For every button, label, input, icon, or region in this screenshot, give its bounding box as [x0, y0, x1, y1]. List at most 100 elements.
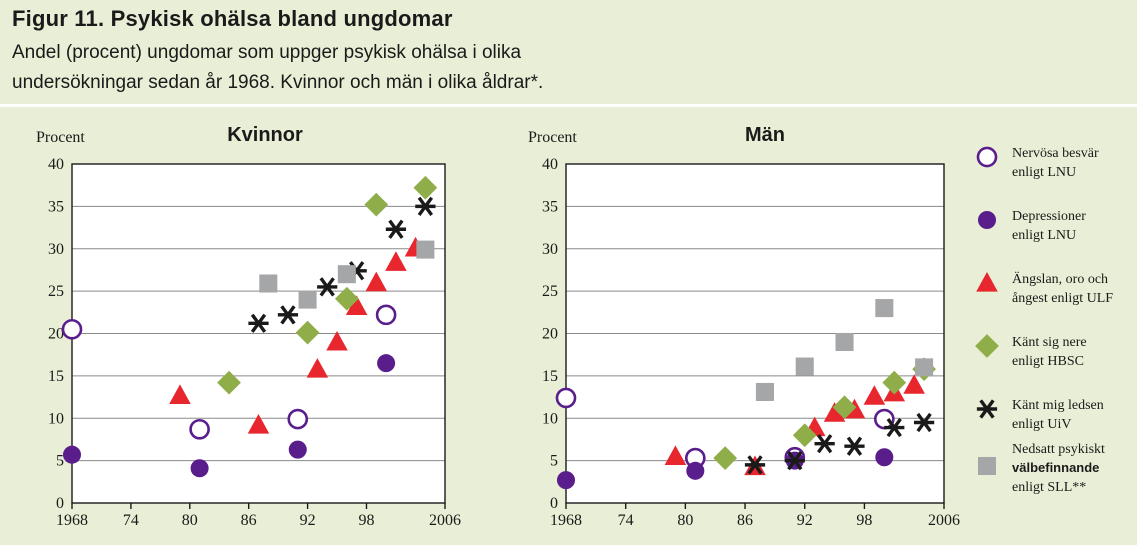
legend-label: Känt sig nere — [1012, 335, 1087, 350]
x-tick-label: 1968 — [56, 512, 88, 529]
y-tick-label: 40 — [542, 156, 558, 173]
legend-label: enligt LNU — [1012, 165, 1076, 180]
data-point-square — [835, 332, 854, 351]
legend-item: Ängslan, oro och ångest enligt ULF — [976, 270, 1113, 306]
y-tick-label: 20 — [542, 326, 558, 343]
data-point-diamond — [832, 395, 857, 420]
data-point-diamond — [334, 286, 359, 311]
legend-item: Nervösa besvär enligt LNU — [976, 146, 1099, 180]
legend-marker-triangle — [976, 272, 998, 292]
y-tick-label: 0 — [550, 495, 558, 512]
data-point-triangle — [345, 295, 368, 315]
data-point-filled-circle — [556, 471, 576, 490]
y-tick-label: 25 — [542, 283, 558, 300]
header-divider — [0, 104, 1137, 107]
series-asterisk — [744, 412, 935, 475]
y-axis-label: Procent — [36, 129, 85, 146]
data-point-square — [875, 299, 894, 318]
legend-label: Nedsatt psykiskt — [1012, 442, 1105, 457]
data-point-square — [755, 382, 774, 401]
legend-item: Nedsatt psykiskt välbefinnande enligt SLL*… — [977, 442, 1105, 495]
data-point-square — [298, 290, 317, 309]
series-triangle — [169, 236, 427, 434]
data-point-diamond — [364, 192, 389, 217]
y-tick-label: 10 — [542, 410, 558, 427]
data-point-diamond — [217, 370, 241, 395]
x-tick-label: 74 — [123, 512, 139, 529]
legend-marker-open-circle — [976, 146, 998, 168]
data-point-triangle — [664, 445, 687, 465]
data-point-triangle — [247, 414, 270, 434]
panel-man: 0 5 10 15 20 25 30 35 40 1968 74 80 86 92 98 2006 Procen… — [528, 124, 960, 529]
x-tick-label: 1968 — [550, 512, 582, 529]
legend-label: Ängslan, oro och — [1012, 270, 1108, 287]
legend-label: enligt LNU — [1012, 228, 1076, 243]
x-tick-label: 92 — [300, 512, 316, 529]
data-point-filled-circle — [875, 448, 894, 467]
data-point-asterisk — [385, 219, 407, 239]
y-tick-label: 35 — [542, 198, 558, 215]
y-tick-label: 5 — [56, 453, 64, 470]
x-tick-label: 2006 — [928, 512, 960, 529]
data-point-filled-circle — [288, 440, 307, 459]
legend-label: enligt UiV — [1012, 417, 1072, 432]
data-point-asterisk — [248, 313, 269, 333]
data-point-asterisk — [913, 412, 935, 433]
plot-frame — [565, 163, 945, 504]
data-point-asterisk — [814, 434, 835, 454]
legend-item: Känt mig ledsen enligt UiV — [976, 398, 1104, 432]
series-asterisk — [248, 196, 436, 333]
y-tick-label: 10 — [48, 410, 64, 427]
y-axis-label: Procent — [528, 129, 577, 146]
x-tick-label: 86 — [737, 512, 753, 529]
data-point-filled-circle — [62, 445, 82, 464]
data-point-open-circle — [375, 304, 397, 326]
x-tick-label: 80 — [182, 512, 198, 529]
data-point-diamond — [713, 446, 738, 470]
y-tick-label: 30 — [48, 241, 64, 258]
legend-marker-asterisk — [976, 399, 998, 419]
data-point-asterisk — [277, 305, 299, 325]
figure-subtitle-line-1: Andel (procent) ungdomar som uppger psyk… — [12, 42, 522, 63]
series-open-circle — [61, 304, 397, 440]
legend-label: Depressioner — [1012, 209, 1086, 224]
data-point-diamond — [882, 370, 907, 395]
y-tick-label: 40 — [48, 156, 64, 173]
series-filled-circle — [62, 354, 396, 478]
panel-title: Kvinnor — [227, 124, 303, 146]
legend-item: Depressioner enligt LNU — [977, 209, 1086, 243]
x-tick-label: 80 — [677, 512, 693, 529]
data-point-asterisk — [784, 451, 805, 471]
data-point-triangle — [365, 271, 388, 292]
series-square — [755, 299, 934, 401]
data-point-open-circle — [189, 418, 210, 440]
x-tick-label: 74 — [618, 512, 634, 529]
data-point-square — [795, 357, 814, 376]
data-point-asterisk — [317, 277, 338, 297]
legend-label: Nervösa besvär — [1012, 146, 1099, 161]
data-point-triangle — [903, 374, 925, 394]
data-point-square — [416, 240, 435, 259]
data-point-triangle — [863, 385, 886, 405]
data-point-square — [915, 358, 934, 377]
legend-marker-filled-circle — [977, 210, 997, 230]
figure-subtitle-line-2: undersökningar sedan år 1968. Kvinnor oc… — [12, 72, 544, 93]
data-point-triangle — [823, 402, 846, 422]
legend-label: ångest enligt ULF — [1012, 291, 1113, 306]
series-square — [259, 240, 435, 309]
legend: Nervösa besvär enligt LNU Depressioner enli… — [975, 146, 1113, 495]
y-tick-label: 15 — [542, 368, 558, 385]
legend-marker-diamond — [975, 334, 999, 358]
y-tick-label: 30 — [542, 241, 558, 258]
data-point-square — [337, 265, 356, 284]
data-point-filled-circle — [686, 461, 705, 480]
x-tick-label: 98 — [856, 512, 872, 529]
y-tick-label: 35 — [48, 198, 64, 215]
legend-label: enligt HBSC — [1012, 354, 1084, 369]
panel-kvinnor: 0 5 10 15 20 25 30 35 40 1968 74 80 86 92 98 2006 Procen… — [36, 124, 461, 529]
data-point-asterisk — [415, 196, 436, 216]
data-point-square — [259, 274, 278, 293]
panel-title: Män — [745, 124, 785, 146]
data-point-triangle — [385, 251, 407, 271]
